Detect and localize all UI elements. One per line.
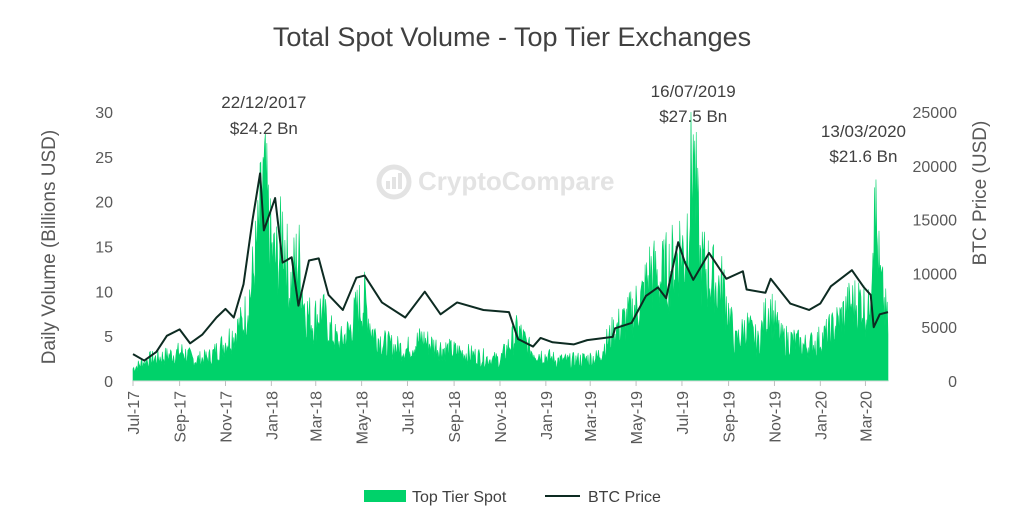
annotation-value: $21.6 Bn xyxy=(829,147,897,166)
x-tick-label: Mar-18 xyxy=(309,391,326,442)
x-tick-label: Jul-19 xyxy=(675,391,692,435)
x-tick-label: May-18 xyxy=(355,391,372,444)
legend: Top Tier Spot BTC Price xyxy=(364,489,661,506)
y-left-tick-label: 10 xyxy=(95,284,113,301)
annotations-group: 22/12/2017 $24.2 Bn 16/07/2019 $27.5 Bn 13/0… xyxy=(221,82,906,166)
y-left-tick-label: 0 xyxy=(104,374,113,391)
annotation-value: $24.2 Bn xyxy=(230,119,298,138)
y-right-tick-label: 10000 xyxy=(913,266,958,283)
y-left-tick-label: 25 xyxy=(95,150,113,167)
x-tick-label: Nov-17 xyxy=(218,391,235,443)
y-left-tick-label: 5 xyxy=(104,329,113,346)
x-tick-label: Sep-18 xyxy=(447,391,464,443)
annotation-value: $27.5 Bn xyxy=(659,107,727,126)
y-right-tick-label: 25000 xyxy=(913,105,958,122)
x-tick-label: Jul-18 xyxy=(400,391,417,435)
price-line xyxy=(132,172,889,362)
volume-area xyxy=(132,111,889,382)
y-right-tick-label: 5000 xyxy=(921,320,957,337)
right-axis-ticks: 0 5000 10000 15000 20000 25000 xyxy=(913,105,958,391)
watermark-text: CryptoCompare xyxy=(418,166,614,196)
y-left-tick-label: 15 xyxy=(95,240,113,257)
annotation-date: 13/03/2020 xyxy=(821,122,906,141)
x-tick-label: Jan-19 xyxy=(539,391,556,440)
y-axis-left-title: Daily Volume (Billions USD) xyxy=(39,130,60,364)
x-tick-label: Jul-17 xyxy=(126,391,143,435)
annotation-date: 22/12/2017 xyxy=(221,93,306,112)
x-tick-label: Nov-18 xyxy=(493,391,510,443)
x-tick-label: Nov-19 xyxy=(767,391,784,443)
x-axis-ticks: Jul-17 Sep-17 Nov-17 Jan-18 Mar-18 May-18 Jul-… xyxy=(126,381,875,444)
x-tick-label: May-19 xyxy=(629,391,646,444)
chart-title: Total Spot Volume - Top Tier Exchanges xyxy=(273,22,751,52)
watermark-logo-icon xyxy=(376,164,412,200)
y-right-tick-label: 0 xyxy=(948,374,957,391)
annotation-date: 16/07/2019 xyxy=(651,82,736,101)
y-axis-right-title: BTC Price (USD) xyxy=(970,121,991,266)
volume-area-group xyxy=(132,111,889,382)
x-tick-label: Sep-19 xyxy=(722,391,739,443)
x-tick-label: Sep-17 xyxy=(173,391,190,443)
y-left-tick-label: 30 xyxy=(95,105,113,122)
y-right-tick-label: 20000 xyxy=(913,159,958,176)
y-left-tick-label: 20 xyxy=(95,195,113,212)
x-tick-label: Mar-20 xyxy=(858,391,875,442)
legend-label-volume: Top Tier Spot xyxy=(412,489,507,506)
x-tick-label: Jan-20 xyxy=(813,391,830,440)
legend-swatch-volume xyxy=(364,490,406,502)
legend-label-price: BTC Price xyxy=(588,489,661,506)
x-tick-label: Mar-19 xyxy=(583,391,600,442)
x-tick-label: Jan-18 xyxy=(264,391,281,440)
left-axis-ticks: 0 5 10 15 20 25 30 xyxy=(95,105,113,391)
price-line-group xyxy=(132,172,889,362)
y-right-tick-label: 15000 xyxy=(913,213,958,230)
